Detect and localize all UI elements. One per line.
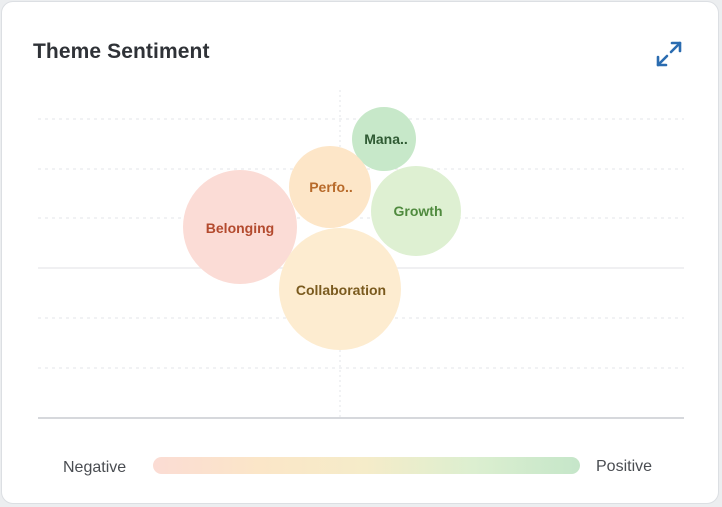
- bubble-label: Mana..: [364, 131, 408, 147]
- bubble-label: Perfo..: [309, 179, 353, 195]
- expand-arrows-icon[interactable]: [653, 38, 685, 70]
- legend-negative-label: Negative: [63, 459, 127, 476]
- bubble-perfo[interactable]: Perfo..: [289, 146, 371, 228]
- sentiment-gradient-bar: [153, 457, 580, 474]
- card-title: Theme Sentiment: [33, 40, 210, 63]
- bubble-growth[interactable]: Growth: [371, 166, 461, 256]
- bubble-circle: [279, 228, 401, 350]
- bubble-belonging[interactable]: Belonging: [183, 170, 297, 284]
- bubble-circle: [371, 166, 461, 256]
- bubble-label: Belonging: [206, 220, 274, 236]
- bubble-label: Collaboration: [296, 282, 386, 298]
- bubble-collaboration[interactable]: Collaboration: [279, 228, 401, 350]
- bubble-label: Growth: [394, 203, 443, 219]
- legend-positive-label: Positive: [596, 458, 653, 475]
- bubble-mana[interactable]: Mana..: [352, 107, 416, 171]
- bubble-circle: [289, 146, 371, 228]
- bubbles: Mana.. Perfo.. Growth Belonging Collabor…: [183, 107, 461, 350]
- bubble-circle: [352, 107, 416, 171]
- bubble-circle: [183, 170, 297, 284]
